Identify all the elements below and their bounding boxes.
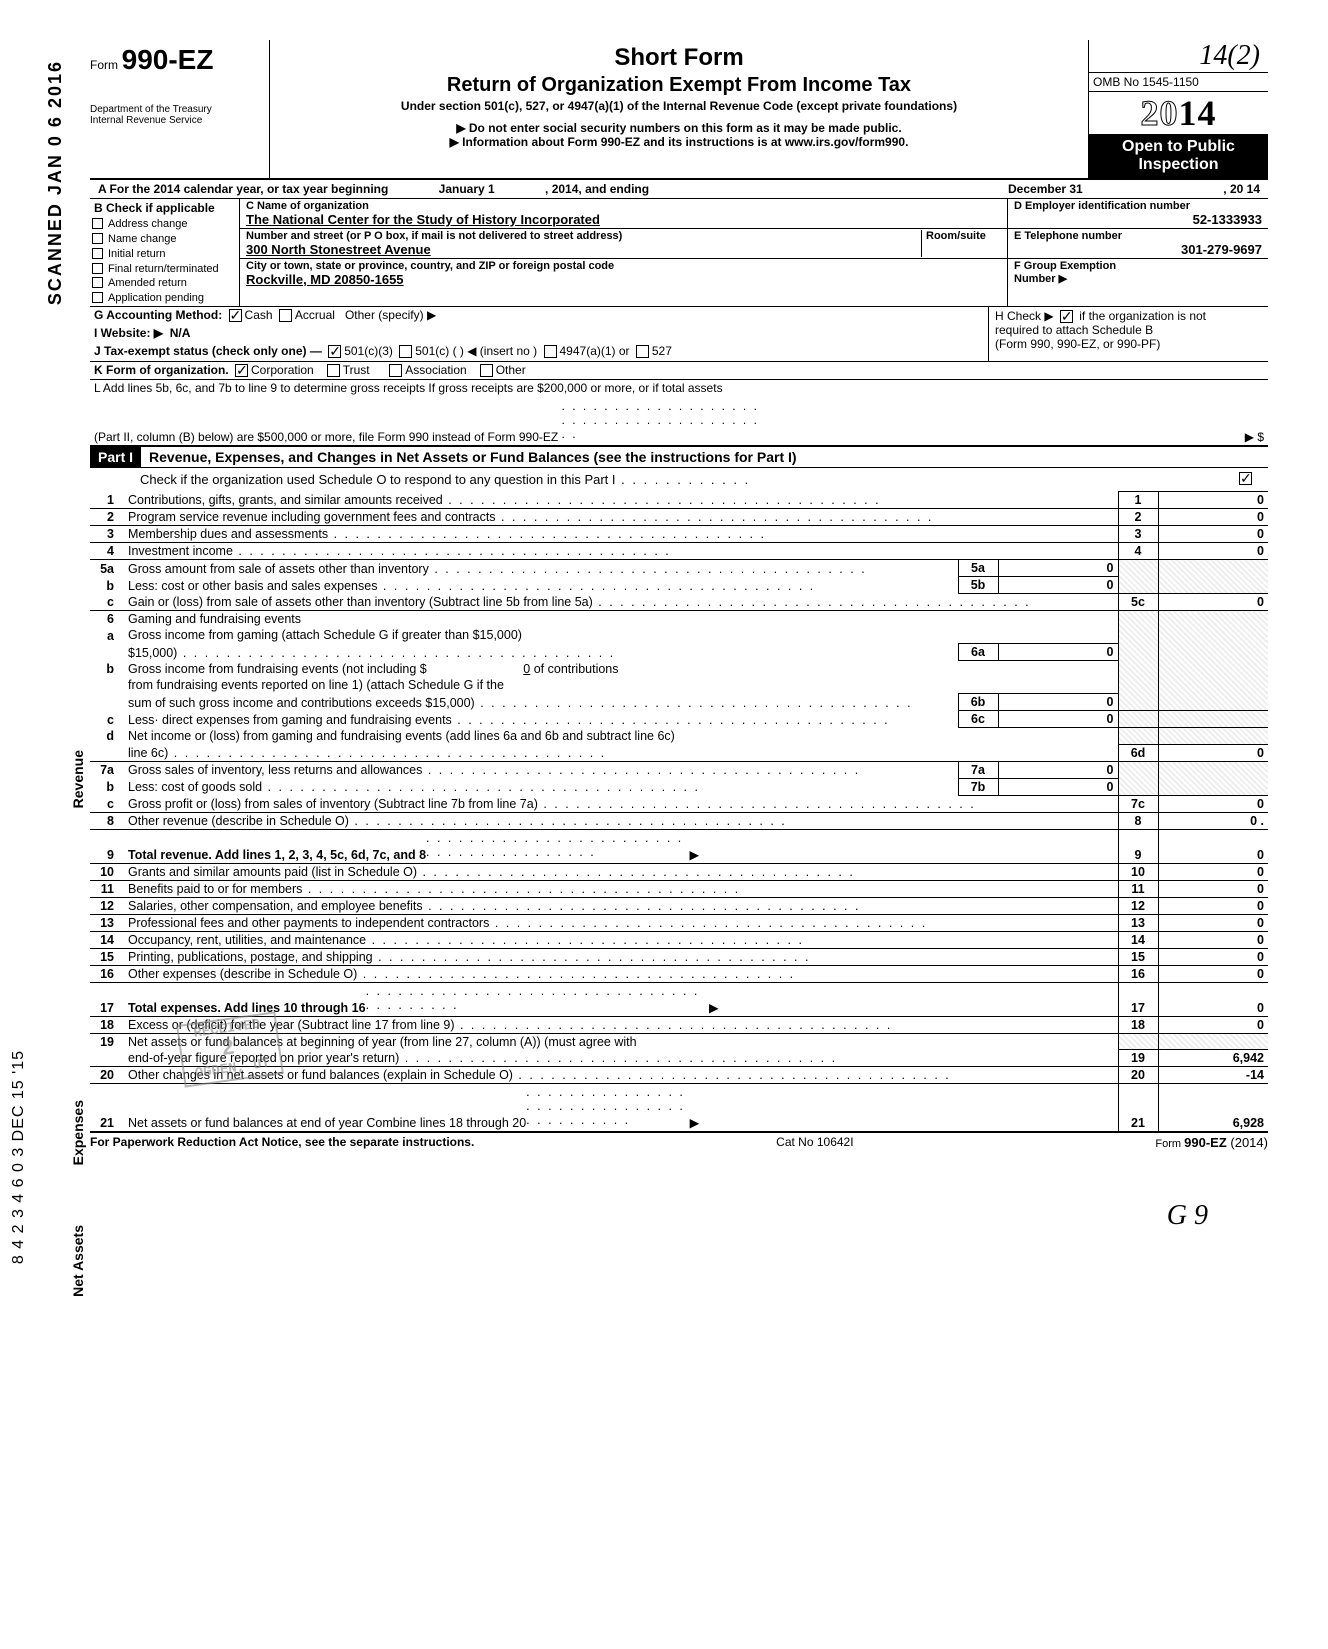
- line-h: H Check ▶ if the organization is not req…: [988, 307, 1268, 361]
- chk-501c[interactable]: [399, 345, 412, 358]
- tax-year: 2014: [1089, 92, 1268, 134]
- form-prefix: Form: [90, 58, 118, 72]
- side-stamp: 8 4 2 3 4 6 0 3 DEC 15 '15: [10, 1050, 28, 1264]
- chk-initial-return[interactable]: Initial return: [90, 247, 239, 262]
- short-form-title: Short Form: [278, 44, 1080, 72]
- line-l2: (Part II, column (B) below) are $500,000…: [90, 398, 1268, 446]
- chk-final-return[interactable]: Final return/terminated: [90, 262, 239, 277]
- handwritten-date: 14(2): [1089, 40, 1268, 72]
- under-section: Under section 501(c), 527, or 4947(a)(1)…: [278, 99, 1080, 113]
- dept-treasury: Department of the Treasury: [90, 104, 263, 115]
- chk-accrual[interactable]: [279, 309, 292, 322]
- org-name: The National Center for the Study of His…: [246, 212, 600, 227]
- page-mark: G 9: [90, 1150, 1268, 1232]
- line-i: I Website: ▶ N/A: [90, 325, 988, 343]
- row-a: A For the 2014 calendar year, or tax yea…: [90, 180, 1268, 199]
- line-k: K Form of organization. Corporation Trus…: [90, 362, 1268, 380]
- form-header: Form 990-EZ Department of the Treasury I…: [90, 40, 1268, 180]
- col-b: B Check if applicable Address change Nam…: [90, 199, 240, 306]
- chk-527[interactable]: [636, 345, 649, 358]
- section-bcde: B Check if applicable Address change Nam…: [90, 199, 1268, 307]
- open-to-public: Open to PublicInspection: [1089, 134, 1268, 178]
- chk-other-org[interactable]: [480, 364, 493, 377]
- chk-application-pending[interactable]: Application pending: [90, 291, 239, 306]
- line-g: G Accounting Method: Cash Accrual Other …: [90, 307, 988, 325]
- chk-corp[interactable]: [235, 364, 248, 377]
- city-state-zip: Rockville, MD 20850-1655: [246, 272, 404, 287]
- col-de: D Employer identification number 52-1333…: [1008, 199, 1268, 306]
- part1-header: Part I Revenue, Expenses, and Changes in…: [90, 446, 1268, 468]
- financial-table: 1Contributions, gifts, grants, and simil…: [90, 491, 1268, 1133]
- chk-address-change[interactable]: Address change: [90, 217, 239, 232]
- dept-irs: Internal Revenue Service: [90, 115, 263, 126]
- part1-check: Check if the organization used Schedule …: [90, 468, 1268, 491]
- chk-name-change[interactable]: Name change: [90, 232, 239, 247]
- chk-cash[interactable]: [229, 309, 242, 322]
- col-c: C Name of organization The National Cent…: [240, 199, 1008, 306]
- line-l: L Add lines 5b, 6c, and 7b to line 9 to …: [90, 380, 1268, 398]
- omb-number: OMB No 1545-1150: [1089, 72, 1268, 92]
- chk-no-schedb[interactable]: [1060, 310, 1073, 323]
- chk-trust[interactable]: [327, 364, 340, 377]
- revenue-label: Revenue: [70, 750, 86, 808]
- phone: 301-279-9697: [1014, 242, 1262, 257]
- info-note: Information about Form 990-EZ and its in…: [278, 135, 1080, 149]
- chk-4947[interactable]: [544, 345, 557, 358]
- chk-amended-return[interactable]: Amended return: [90, 276, 239, 291]
- chk-schedule-o[interactable]: [1239, 472, 1252, 485]
- netassets-label: Net Assets: [70, 1225, 86, 1297]
- ein: 52-1333933: [1014, 212, 1262, 227]
- chk-501c3[interactable]: [328, 345, 341, 358]
- street: 300 North Stonestreet Avenue: [246, 242, 431, 257]
- scanned-stamp: SCANNED JAN 0 6 2016: [45, 60, 66, 305]
- return-title: Return of Organization Exempt From Incom…: [278, 74, 1080, 97]
- ssn-note: Do not enter social security numbers on …: [278, 121, 1080, 135]
- chk-assoc[interactable]: [389, 364, 402, 377]
- form-number: 990-EZ: [122, 44, 214, 75]
- footer: For Paperwork Reduction Act Notice, see …: [90, 1133, 1268, 1150]
- expenses-label: Expenses: [70, 1100, 86, 1165]
- line-j: J Tax-exempt status (check only one) — 5…: [90, 343, 988, 361]
